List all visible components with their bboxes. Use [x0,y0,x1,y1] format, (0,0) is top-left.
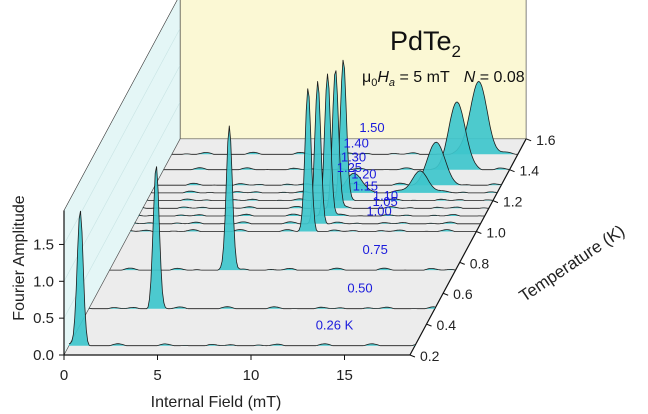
z-tick-label: 1.0 [486,224,506,240]
z-tick-label: 0.8 [470,255,490,271]
x-tick-label: 0 [60,367,68,384]
mu-symbol: μ [362,69,371,86]
trace-fill [130,88,477,232]
trace-fill [155,142,502,186]
z-axis-title: Temperature (K) [516,221,628,305]
y-tick-label: 0.5 [33,310,54,327]
z-tick-label: 0.4 [437,317,457,333]
x-tick-label: 10 [243,367,260,384]
series-label: 0.26 K [316,318,354,333]
series-label: 1.00 [366,203,391,218]
field-value: = 5 mT [395,69,450,86]
trace-fill [88,166,435,309]
chart-title-subscript: 2 [452,42,461,61]
trace-line [88,166,435,310]
z-tick-mark [509,169,515,173]
x-axis-title: Internal Field (mT) [151,394,282,411]
mu-subscript: 0 [371,77,377,89]
n-symbol: N [464,69,476,86]
trace-line [130,88,477,232]
series-label: 1.30 [341,150,366,165]
plot-axes [63,138,527,356]
trace-fill [171,81,518,155]
z-axis-line [409,138,527,356]
back-wall-gridline [63,28,181,245]
field-annotation: μ0Ha = 5 mT N = 0.08 [362,69,525,89]
x-tick-label: 15 [336,367,353,384]
z-tick-mark [492,200,499,204]
series-traces: 0.26 K0.500.751.001.051.101.151.201.251.… [68,59,518,347]
z-tick-label: 1.2 [503,194,523,210]
n-value: = 0.08 [475,69,524,86]
series-label: 0.75 [363,242,388,257]
h-subscript: a [389,77,395,89]
z-tick-label: 1.4 [520,163,540,179]
chart-title-base: PdTe [390,26,452,56]
trace-line [68,210,416,347]
series-label: 1.20 [351,167,376,182]
series-label: 1.15 [353,179,378,194]
y-tick-label: 0.0 [33,347,54,364]
series-label: 1.50 [359,120,384,135]
series-label: 1.25 [337,160,362,175]
trace-line [109,125,456,271]
series-label: 1.05 [372,194,397,209]
back-wall-gridline [63,64,181,282]
z-tick-label: 0.6 [453,286,473,302]
chart-title: PdTe2 [390,26,461,61]
z-tick-mark [459,261,465,265]
trace-fill [151,170,498,193]
h-symbol: H [377,69,389,86]
y-tick-label: 1.5 [33,236,54,253]
y-tick-label: 1.0 [33,273,54,290]
axis-ticks: 0 5 10 15 0.0 0.5 1.0 1.5 0.2 0.4 0.6 0.8 1.0 1.2 1.4 1… [33,132,556,384]
z-tick-label: 0.2 [420,348,440,364]
z-tick-mark [476,231,482,234]
z-tick-mark [409,354,416,358]
z-tick-mark [442,292,449,296]
z-tick-mark [426,323,432,327]
series-label: 1.40 [344,136,369,151]
x-tick-label: 5 [153,367,161,384]
series-label: 1.10 [373,188,398,203]
series-label: 0.50 [347,281,372,296]
z-tick-mark [525,138,532,142]
y-axis-title: Fourier Amplitude [11,195,28,320]
z-tick-label: 1.6 [536,132,556,148]
